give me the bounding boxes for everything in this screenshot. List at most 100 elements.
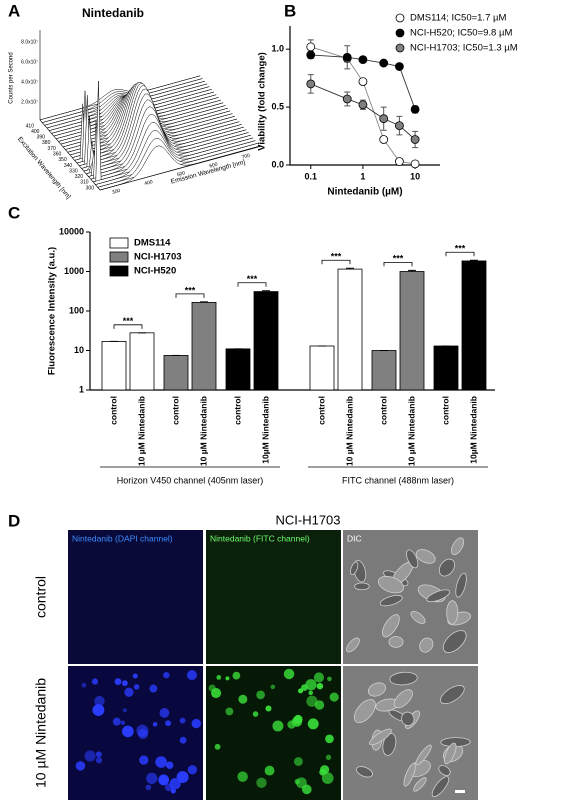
stained-cell [114, 678, 122, 686]
y-tick-label: 10000 [59, 226, 84, 236]
cell [378, 575, 405, 594]
stained-cell [307, 718, 319, 730]
stained-cell [216, 675, 222, 680]
data-point [395, 62, 404, 71]
x-tick-label: control [170, 396, 180, 425]
x-tick-label: 10 [410, 171, 420, 181]
significance-label: *** [455, 244, 466, 254]
stained-cell [187, 765, 198, 775]
error-bar [470, 259, 478, 261]
cell [354, 582, 370, 591]
stained-cell [214, 743, 221, 750]
y-tick-label: 370 [47, 146, 56, 152]
stained-cell [159, 707, 170, 718]
bar [337, 268, 363, 391]
stained-cell [265, 705, 272, 712]
y-axis-label: Viability (fold change) [257, 52, 268, 151]
cell [350, 561, 359, 576]
y-tick-label: 10 [74, 345, 84, 355]
y-tick-label: 400 [31, 129, 40, 135]
column-label: Nintedanib (DAPI channel) [72, 533, 173, 543]
legend-label: NCI-H1703 [134, 252, 182, 263]
stained-cell [169, 778, 181, 790]
significance-label: *** [123, 316, 134, 326]
data-point [342, 94, 352, 104]
spectrum-curve [90, 113, 251, 180]
cell [389, 671, 418, 686]
y-tick-label: 310 [80, 180, 89, 186]
micrograph-background [206, 530, 341, 664]
bar [309, 345, 335, 391]
panel-a: Nintedanib Counts per Second 8.0x10⁷ 6.0x10… [9, 6, 263, 201]
data-point [410, 105, 420, 114]
error-bar [346, 267, 354, 270]
significance-bracket [383, 261, 413, 267]
stained-cell [232, 671, 241, 680]
bar [129, 332, 155, 391]
stained-cell [165, 761, 174, 769]
row-label: control [33, 576, 49, 618]
stained-cell [225, 676, 230, 681]
stained-cell [321, 772, 334, 784]
x-tick-label: 10 µM Nintedanib [198, 396, 208, 466]
stained-cell [122, 708, 127, 713]
cell [438, 558, 455, 577]
z-tick-label: 8.0x10⁷ [21, 39, 38, 45]
stained-cell [149, 684, 158, 693]
stained-cell [163, 671, 170, 679]
significance-bracket [237, 282, 267, 287]
panel-d-title: NCI-H1703 [275, 512, 340, 527]
spectrum-curve [99, 145, 261, 191]
z-axis-label: Counts per Second [9, 52, 15, 103]
legend-label: NCI-H520 [134, 266, 176, 277]
error-bar [200, 301, 208, 303]
cell [410, 610, 426, 624]
x-tick-label: 1 [360, 171, 365, 181]
cell [442, 630, 467, 653]
legend-swatch [109, 237, 129, 249]
x-tick-label: control [232, 396, 242, 425]
legend-marker [395, 28, 405, 38]
stained-cell [325, 754, 332, 761]
cell [369, 728, 392, 746]
group-label: Horizon V450 channel (405nm laser) [117, 475, 264, 485]
stained-cell [211, 688, 222, 699]
y-tick-label: 1000 [64, 266, 84, 276]
stained-cell [308, 690, 313, 696]
stained-cell [305, 679, 317, 691]
micrograph-background [68, 530, 203, 664]
data-point [410, 135, 420, 144]
bar [461, 260, 487, 391]
legend-marker [395, 13, 405, 23]
stained-cell [225, 707, 234, 716]
stained-cell [158, 774, 170, 786]
scale-bar [455, 790, 465, 793]
data-point [306, 50, 316, 60]
cell [403, 763, 416, 787]
stained-cell [145, 784, 152, 791]
cell [353, 699, 376, 724]
cell [382, 733, 397, 756]
stained-cell [298, 688, 304, 694]
x-tick-label: 500 [176, 170, 186, 178]
bar [433, 345, 459, 391]
group-label: FITC channel (488nm laser) [342, 475, 454, 485]
x-tick-label: 300 [111, 188, 121, 196]
stained-cell [306, 695, 318, 707]
cell [367, 682, 387, 697]
stained-cell [84, 750, 96, 762]
stained-cell [95, 757, 103, 764]
row-label: 10 µM Nintedanib [33, 678, 49, 788]
cell [356, 766, 373, 778]
y-tick-label: 320 [75, 174, 84, 180]
stained-cell [92, 704, 105, 716]
cell [393, 689, 413, 709]
cell [438, 765, 451, 776]
y-tick-label: 100 [69, 305, 84, 315]
micrograph: DIC [343, 530, 478, 664]
cell [379, 595, 403, 607]
cell [415, 549, 436, 564]
panel-label: A [8, 1, 20, 20]
significance-label: *** [247, 274, 258, 284]
x-tick-label: control [316, 396, 326, 425]
